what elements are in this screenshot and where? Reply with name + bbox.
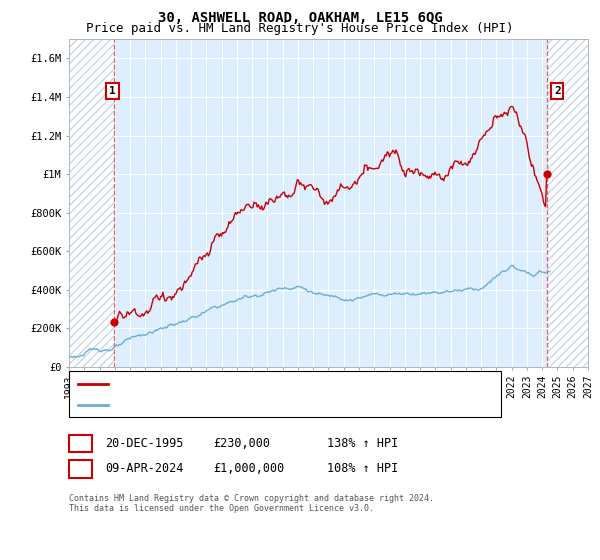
Text: £230,000: £230,000	[213, 437, 270, 450]
Text: 09-APR-2024: 09-APR-2024	[105, 462, 184, 475]
Text: 1: 1	[77, 437, 84, 450]
Text: 30, ASHWELL ROAD, OAKHAM, LE15 6QG (detached house): 30, ASHWELL ROAD, OAKHAM, LE15 6QG (deta…	[114, 379, 433, 389]
Bar	[547, 39, 588, 367]
Point	[542, 170, 551, 179]
Text: Price paid vs. HM Land Registry's House Price Index (HPI): Price paid vs. HM Land Registry's House …	[86, 22, 514, 35]
Bar	[69, 39, 114, 367]
Text: Contains HM Land Registry data © Crown copyright and database right 2024.
This d: Contains HM Land Registry data © Crown c…	[69, 494, 434, 514]
Text: 2: 2	[554, 86, 561, 96]
Point	[109, 318, 119, 327]
Text: 108% ↑ HPI: 108% ↑ HPI	[327, 462, 398, 475]
Text: 30, ASHWELL ROAD, OAKHAM, LE15 6QG: 30, ASHWELL ROAD, OAKHAM, LE15 6QG	[158, 11, 442, 25]
Text: 1: 1	[109, 86, 116, 96]
Text: 2: 2	[77, 462, 84, 475]
Text: 20-DEC-1995: 20-DEC-1995	[105, 437, 184, 450]
Text: £1,000,000: £1,000,000	[213, 462, 284, 475]
Text: 138% ↑ HPI: 138% ↑ HPI	[327, 437, 398, 450]
Text: HPI: Average price, detached house, Rutland: HPI: Average price, detached house, Rutl…	[114, 400, 383, 410]
